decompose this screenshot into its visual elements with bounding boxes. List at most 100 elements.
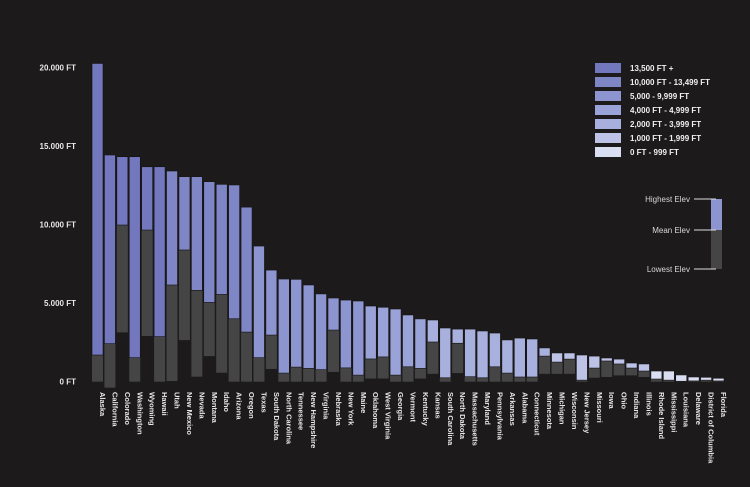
x-tick-label: Maryland — [483, 392, 492, 425]
x-tick-label: Maine — [359, 392, 368, 413]
x-tick-label: Connecticut — [533, 392, 542, 436]
bar-lower-segment — [439, 377, 451, 382]
bar-upper-segment — [104, 154, 116, 345]
x-tick-label: Ohio — [620, 392, 629, 409]
x-tick-label: Wisconsin — [570, 392, 579, 430]
x-tick-label: Illinois — [644, 392, 653, 416]
bar-upper-segment — [464, 328, 476, 377]
x-tick-label: Montana — [210, 392, 219, 424]
bar-lower-segment — [290, 367, 302, 382]
bar-lower-segment — [427, 341, 439, 374]
bar-upper-segment — [290, 279, 303, 368]
bar-south-carolina — [439, 327, 452, 382]
bar-idaho — [215, 184, 228, 373]
bar-upper-segment — [427, 319, 439, 343]
bar-upper-segment — [265, 269, 278, 336]
bar-upper-segment — [476, 330, 489, 379]
bar-lower-segment — [129, 357, 141, 382]
bar-upper-segment — [451, 328, 464, 344]
bar-nebraska — [327, 297, 340, 372]
x-tick-label: Washington — [135, 392, 144, 435]
bar-upper-segment — [439, 327, 452, 379]
x-tick-label: Oklahoma — [371, 392, 380, 429]
x-axis-labels: Alaska California Colorado Washington Wyomin… — [98, 392, 728, 464]
bar-lower-segment — [501, 373, 513, 382]
legend-swatch — [595, 119, 621, 129]
bar-upper-segment — [650, 370, 663, 380]
key-label-highest: Highest Elev — [645, 195, 690, 204]
x-tick-label: New Hampshire — [309, 392, 318, 448]
y-tick-label: 15.000 FT — [40, 142, 77, 151]
bar-florida — [712, 377, 725, 382]
bar-lower-segment — [551, 362, 563, 374]
x-tick-label: Georgia — [396, 392, 405, 421]
bar-district-of-columbia — [700, 377, 712, 382]
bar-kentucky — [414, 318, 427, 379]
x-tick-label: West Virginia — [384, 392, 393, 440]
legend-swatch — [595, 91, 621, 101]
bar-ohio — [613, 358, 625, 376]
x-tick-label: Nebraska — [334, 392, 343, 427]
bar-lower-segment — [613, 363, 625, 376]
bar-upper-segment — [538, 347, 551, 357]
bar-lower-segment — [563, 359, 575, 374]
bar-upper-segment — [153, 166, 166, 337]
bar-pennsylvania — [489, 332, 501, 382]
bar-lower-segment — [377, 356, 389, 379]
bar-lower-segment — [700, 380, 712, 382]
bar-lower-segment — [178, 249, 190, 341]
bar-upper-segment — [240, 206, 253, 333]
key-bar-lower — [711, 230, 722, 269]
bar-alaska — [91, 63, 104, 382]
legend-label: 13,500 FT + — [630, 64, 674, 73]
bar-louisiana — [675, 374, 688, 382]
bar-upper-segment — [302, 284, 315, 369]
bar-colorado — [116, 156, 129, 333]
bar-west-virginia — [377, 306, 389, 379]
legend-swatch — [595, 133, 621, 143]
x-tick-label: Louisiana — [682, 392, 691, 428]
bars — [91, 63, 725, 388]
key-label-lowest: Lowest Elev — [647, 265, 690, 274]
bar-upper-segment — [526, 338, 539, 378]
x-tick-label: Pennsylvania — [495, 392, 504, 441]
bar-california — [104, 154, 116, 388]
bar-virginia — [315, 293, 327, 382]
bar-lower-segment — [390, 375, 402, 382]
x-tick-label: South Dakota — [272, 392, 281, 441]
legend: 13,500 FT + 10,000 FT - 13,499 FT 5,000 - … — [595, 63, 710, 157]
bar-lower-segment — [402, 366, 414, 382]
x-tick-label: Delaware — [694, 392, 703, 425]
x-tick-label: Iowa — [607, 392, 616, 409]
bar-lower-segment — [365, 358, 377, 379]
x-tick-label: Kentucky — [421, 392, 430, 427]
bar-north-carolina — [277, 278, 290, 382]
bar-upper-segment — [191, 176, 203, 291]
bar-lower-segment — [253, 357, 265, 382]
x-tick-label: Wyoming — [148, 392, 157, 426]
bar-minnesota — [538, 347, 551, 374]
bar-lower-segment — [303, 368, 315, 382]
bar-lower-segment — [477, 377, 489, 382]
bar-lower-segment — [116, 225, 128, 333]
bar-georgia — [389, 308, 402, 382]
x-tick-label: California — [110, 392, 119, 427]
x-tick-label: Alabama — [520, 392, 529, 424]
bar-lower-segment — [713, 380, 724, 382]
x-tick-label: New Jersey — [582, 392, 591, 434]
bar-montana — [203, 181, 216, 357]
x-tick-label: New York — [346, 392, 355, 426]
bar-upper-segment — [91, 63, 104, 356]
x-tick-label: Arkansas — [508, 392, 517, 426]
bar-upper-segment — [215, 184, 228, 295]
bar-upper-segment — [489, 332, 501, 368]
bar-upper-segment — [625, 362, 638, 369]
y-tick-label: 20.000 FT — [40, 64, 77, 73]
bar-lower-segment — [601, 360, 613, 377]
x-tick-label: Tennessee — [297, 392, 306, 430]
bar-new-hampshire — [302, 284, 315, 382]
bar-upper-segment — [340, 299, 352, 369]
bar-lower-segment — [92, 355, 103, 382]
x-tick-label: District of Columbia — [707, 392, 716, 464]
